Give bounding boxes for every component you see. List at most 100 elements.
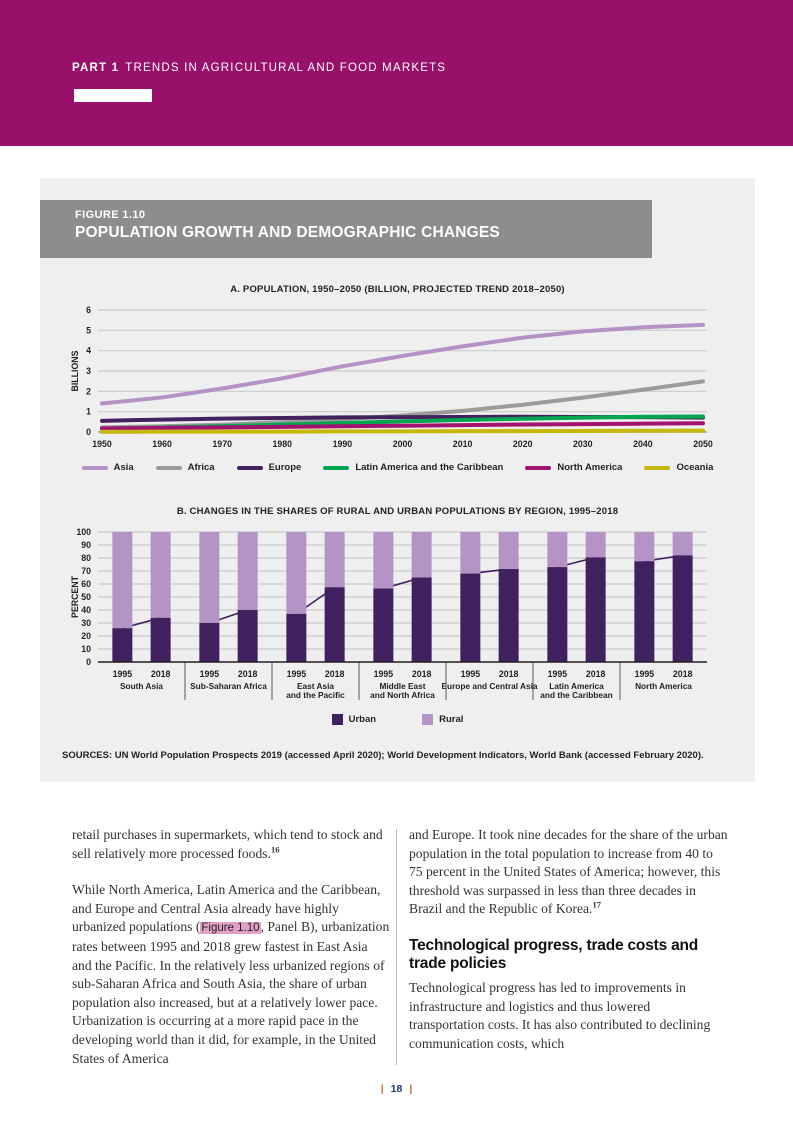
figure-label: FIGURE 1.10 — [75, 209, 146, 221]
svg-text:2018: 2018 — [151, 669, 171, 679]
legend-item-africa: Africa — [155, 462, 215, 473]
svg-text:1970: 1970 — [212, 439, 232, 449]
legend-swatch-north-america — [525, 465, 552, 470]
svg-text:and the Pacific: and the Pacific — [286, 690, 345, 700]
legend-item-urban: Urban — [331, 714, 377, 725]
svg-text:Middle East: Middle East — [379, 681, 425, 691]
svg-text:90: 90 — [81, 540, 91, 550]
svg-text:0: 0 — [86, 427, 91, 437]
legend-swatch-oceania — [644, 465, 671, 470]
part-heading: PART 1 TRENDS IN AGRICULTURAL AND FOOD MA… — [72, 62, 446, 74]
legend-swatch-latin-america-and-the-caribbean — [323, 465, 350, 470]
paragraph: Technological progress has led to improv… — [409, 979, 729, 1053]
chart-a-title: A. POPULATION, 1950–2050 (BILLION, PROJE… — [230, 284, 565, 295]
svg-text:2018: 2018 — [586, 669, 606, 679]
y-axis-label: PERCENT — [70, 575, 80, 618]
page-header-band: PART 1 TRENDS IN AGRICULTURAL AND FOOD MA… — [0, 0, 793, 146]
svg-text:1: 1 — [86, 407, 91, 417]
legend-swatch-europe — [236, 465, 263, 470]
figure-header-bar: FIGURE 1.10 POPULATION GROWTH AND DEMOGR… — [40, 200, 652, 258]
rural-bar — [324, 532, 345, 588]
page-number: 18 — [390, 1083, 403, 1095]
svg-text:East Asia: East Asia — [297, 681, 334, 691]
figure-title: POPULATION GROWTH AND DEMOGRAPHIC CHANGE… — [75, 224, 500, 241]
population-line-chart: 0 1 2 3 4 5 6 1950 1960 1970 1980 1990 2000 2010 2020 2… — [70, 305, 713, 449]
rural-bar — [672, 532, 693, 556]
svg-text:2020: 2020 — [513, 439, 533, 449]
urban-bar — [672, 555, 693, 662]
svg-text:2018: 2018 — [499, 669, 519, 679]
x-tick-labels: 1995 2018 South Asia 1995 2018 Sub-Saharan Af… — [113, 662, 693, 700]
footnote-17: 17 — [592, 899, 601, 910]
svg-text:40: 40 — [81, 605, 91, 615]
svg-text:50: 50 — [81, 592, 91, 602]
svg-text:1995: 1995 — [374, 669, 394, 679]
paragraph-text: While North America, Latin America and t… — [72, 882, 381, 935]
paragraph-text: , Panel B), urbanization rates between 1… — [72, 919, 390, 1066]
svg-text:Europe and Central Asia: Europe and Central Asia — [441, 681, 537, 691]
paragraph: While North America, Latin America and t… — [72, 881, 390, 1068]
legend-label: Oceania — [676, 462, 714, 473]
svg-text:0: 0 — [86, 657, 91, 667]
svg-text:South Asia: South Asia — [120, 681, 163, 691]
svg-text:10: 10 — [81, 644, 91, 654]
urban-bar — [634, 561, 655, 662]
urban-bar — [237, 610, 258, 662]
part-title: TRENDS IN AGRICULTURAL AND FOOD MARKETS — [125, 62, 447, 74]
population-line-chart-legend: Asia Africa Europe Latin America and the Ca… — [40, 462, 755, 473]
left-column: retail purchases in supermarkets, which … — [72, 826, 390, 1068]
svg-text:1990: 1990 — [333, 439, 353, 449]
paragraph: and Europe. It took nine decades for the… — [409, 826, 729, 919]
svg-text:20: 20 — [81, 631, 91, 641]
svg-text:1995: 1995 — [548, 669, 568, 679]
legend-item-rural: Rural — [422, 714, 463, 725]
svg-text:1995: 1995 — [635, 669, 655, 679]
rural-bar — [373, 532, 394, 589]
figure-1-10-link[interactable]: Figure 1.10 — [200, 922, 261, 935]
line-series-oceania — [100, 428, 705, 434]
legend-swatch-africa — [155, 465, 182, 470]
svg-text:80: 80 — [81, 553, 91, 563]
svg-text:2: 2 — [86, 386, 91, 396]
rural-bar — [498, 532, 519, 570]
svg-text:2030: 2030 — [573, 439, 593, 449]
svg-text:1960: 1960 — [152, 439, 172, 449]
paragraph-text: Technological progress has led to improv… — [409, 979, 711, 1051]
legend-item-europe: Europe — [236, 462, 301, 473]
svg-text:2040: 2040 — [633, 439, 653, 449]
bars — [112, 532, 693, 662]
footer-pipe-right: | — [409, 1083, 413, 1095]
urban-bar — [199, 623, 220, 662]
svg-text:2050: 2050 — [693, 439, 713, 449]
legend-label: Africa — [187, 462, 215, 473]
rural-bar — [150, 532, 171, 618]
svg-text:2010: 2010 — [453, 439, 473, 449]
legend-swatch-asia — [81, 465, 108, 470]
svg-text:2018: 2018 — [673, 669, 693, 679]
y-tick-labels: 0 10 20 30 40 50 60 70 80 90 100 — [76, 527, 91, 667]
legend-item-oceania: Oceania — [644, 462, 713, 473]
urban-bar — [547, 567, 568, 662]
y-gridlines — [98, 531, 707, 650]
urban-bar — [460, 573, 481, 662]
svg-text:70: 70 — [81, 566, 91, 576]
svg-text:1995: 1995 — [200, 669, 220, 679]
figure-box: FIGURE 1.10 POPULATION GROWTH AND DEMOGR… — [40, 178, 755, 782]
line-series-north-america — [100, 421, 705, 431]
x-tick-labels: 1950 1960 1970 1980 1990 2000 2010 2020 2030 2040… — [92, 439, 713, 449]
svg-text:60: 60 — [81, 579, 91, 589]
svg-text:Sub-Saharan Africa: Sub-Saharan Africa — [190, 681, 267, 691]
paragraph-text: and Europe. It took nine decades for the… — [409, 827, 728, 917]
rural-bar — [411, 532, 432, 578]
svg-text:2000: 2000 — [393, 439, 413, 449]
svg-text:30: 30 — [81, 618, 91, 628]
legend-item-asia: Asia — [81, 462, 134, 473]
svg-text:1995: 1995 — [461, 669, 481, 679]
rural-bar — [634, 532, 655, 562]
svg-text:100: 100 — [76, 527, 91, 537]
legend-label: Urban — [348, 714, 377, 725]
y-tick-labels: 0 1 2 3 4 5 6 — [86, 305, 91, 437]
legend-item-latin-america-and-the-caribbean: Latin America and the Caribbean — [323, 462, 503, 473]
body-columns: retail purchases in supermarkets, which … — [72, 826, 729, 1068]
